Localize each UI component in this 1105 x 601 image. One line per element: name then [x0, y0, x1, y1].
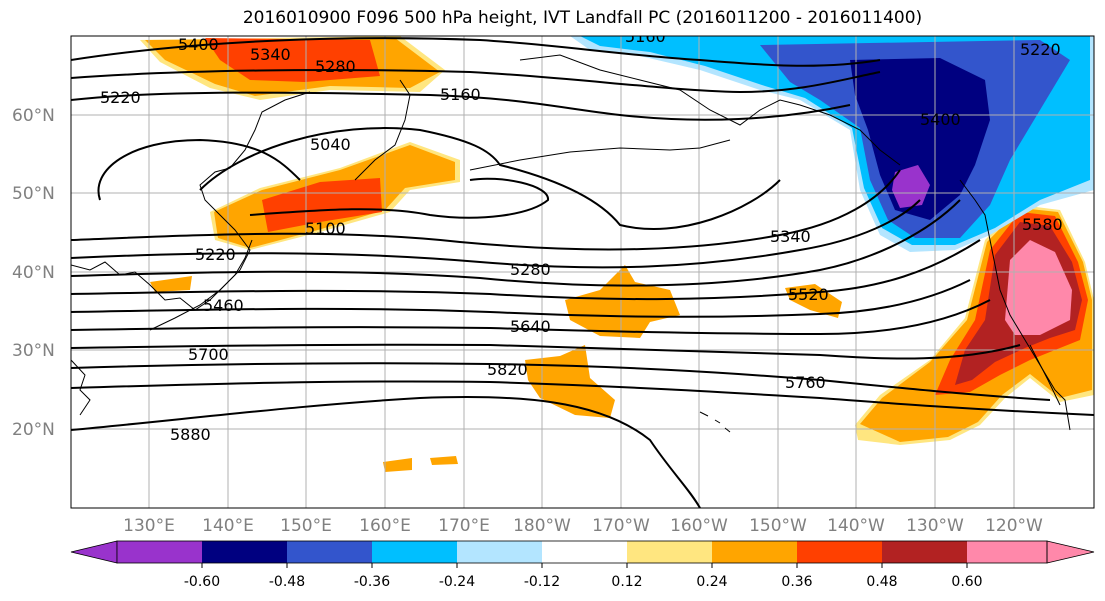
ivt-positive-central-b — [525, 345, 615, 418]
contour-labels: 5400 5340 5280 5220 5160 5160 5220 5040 … — [100, 27, 1063, 444]
lon-label: 170°E — [438, 516, 490, 536]
contour-label: 5340 — [250, 45, 291, 64]
lon-label: 130°E — [123, 516, 175, 536]
map-title: 2016010900 F096 500 hPa height, IVT Land… — [242, 8, 923, 28]
colorbar-tick-label: 0.24 — [696, 574, 727, 590]
coastline-kamchatka — [354, 79, 411, 181]
contour-label: 5340 — [770, 227, 811, 246]
colorbar-tick-label: -0.24 — [439, 574, 475, 590]
colorbar-swatch — [882, 541, 967, 563]
ivt-negative-stronger — [850, 58, 990, 220]
coastline-alaska — [519, 54, 901, 166]
contour-label: 5220 — [195, 245, 236, 264]
contour-label: 5400 — [920, 110, 961, 129]
colorbar-swatch — [627, 541, 712, 563]
colorbar-swatch — [967, 541, 1047, 563]
contour-label: 5700 — [188, 345, 229, 364]
colorbar-tick-label: 0.48 — [866, 574, 897, 590]
coastline-na-west — [959, 179, 1071, 431]
coastline-hawaii — [699, 411, 731, 433]
coastline-aleutians — [469, 139, 731, 171]
lon-label: 140°W — [827, 516, 885, 536]
lat-label: 40°N — [12, 263, 55, 283]
colorbar-tick-label: -0.12 — [524, 574, 560, 590]
lon-label: 160°W — [670, 516, 728, 536]
coastline-baja — [1029, 344, 1061, 406]
contour-label: 5160 — [440, 85, 481, 104]
coastline-japan — [149, 239, 253, 331]
colorbar-labels: -0.60 -0.48 -0.36 -0.24 -0.12 0.12 0.24 … — [184, 574, 983, 590]
lon-label: 140°E — [202, 516, 254, 536]
ivt-negative-max — [892, 165, 930, 208]
ivt-positive-japan-max — [262, 178, 382, 232]
contour-label: 5160 — [625, 27, 666, 46]
height-contours — [71, 37, 1094, 508]
ivt-shading — [140, 36, 1094, 472]
colorbar-swatch — [457, 541, 542, 563]
colorbar-tick-label: -0.60 — [184, 574, 220, 590]
contour-label: 5400 — [178, 35, 219, 54]
contour-label: 5220 — [100, 88, 141, 107]
ivt-positive-small-a — [150, 276, 192, 292]
lon-label: 170°W — [592, 516, 650, 536]
colorbar: -0.60 -0.48 -0.36 -0.24 -0.12 0.12 0.24 … — [70, 540, 1095, 590]
colorbar-tick-label: 0.60 — [951, 574, 982, 590]
contour-label: 5040 — [310, 135, 351, 154]
colorbar-tick-label: 0.12 — [611, 574, 642, 590]
colorbar-ticks — [201, 563, 968, 568]
lon-label: 130°W — [906, 516, 964, 536]
contour-label: 5880 — [170, 425, 211, 444]
contour-label: 5280 — [315, 57, 356, 76]
colorbar-swatch — [372, 541, 457, 563]
contour-label: 5100 — [305, 219, 346, 238]
contour-label: 5640 — [510, 317, 551, 336]
colorbar-arrow-left — [70, 540, 118, 564]
colorbar-tick-label: -0.36 — [354, 574, 390, 590]
lon-label: 160°E — [359, 516, 411, 536]
lat-label: 20°N — [12, 420, 55, 440]
colorbar-tick-label: 0.36 — [781, 574, 812, 590]
colorbar-swatch — [287, 541, 372, 563]
lon-labels: 130°E 140°E 150°E 160°E 170°E 180°W 170°… — [123, 516, 1043, 536]
ivt-positive-coast-max — [1005, 240, 1072, 335]
contour-label: 5580 — [1022, 215, 1063, 234]
lon-label: 120°W — [985, 516, 1043, 536]
lon-label: 180°W — [513, 516, 571, 536]
ivt-positive-central — [565, 265, 680, 338]
coastline-philippines — [71, 359, 91, 416]
colorbar-swatch — [712, 541, 797, 563]
colorbar-outline — [116, 540, 1048, 564]
ivt-positive-small-c — [430, 456, 458, 465]
contour-label: 5280 — [510, 260, 551, 279]
contour-label: 5820 — [487, 360, 528, 379]
lon-label: 150°E — [280, 516, 332, 536]
colorbar-swatch — [202, 541, 287, 563]
contour-label: 5760 — [785, 373, 826, 392]
contour-label: 5220 — [1020, 40, 1061, 59]
colorbar-tick-label: -0.48 — [269, 574, 305, 590]
colorbar-arrow-right — [1046, 540, 1095, 564]
lat-label: 60°N — [12, 106, 55, 126]
contour-label: 5520 — [788, 285, 829, 304]
ivt-positive-small-d — [785, 284, 842, 318]
lat-labels: 60°N 50°N 40°N 30°N 20°N — [12, 106, 55, 440]
lat-label: 30°N — [12, 341, 55, 361]
colorbar-swatch — [117, 541, 202, 563]
ivt-positive-small-b — [383, 458, 412, 472]
map-frame — [70, 35, 1095, 509]
colorbar-swatch — [797, 541, 882, 563]
lon-label: 150°W — [749, 516, 807, 536]
contour-label: 5460 — [203, 296, 244, 315]
lat-label: 50°N — [12, 184, 55, 204]
colorbar-swatch — [542, 541, 627, 563]
